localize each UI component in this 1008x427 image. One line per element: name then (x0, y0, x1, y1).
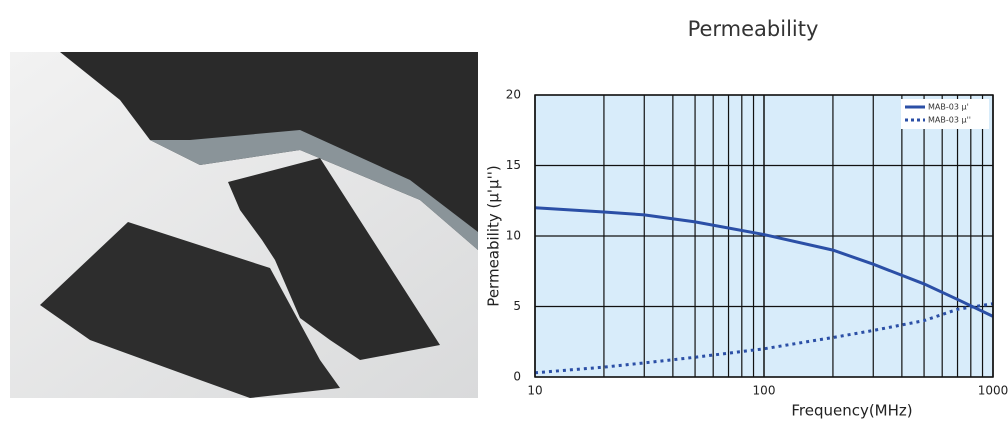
x-tick-label: 1000 (978, 384, 1008, 398)
legend-label: MAB-03 μ'' (928, 116, 971, 125)
y-tick-label: 20 (506, 88, 521, 102)
x-tick-label: 100 (753, 384, 776, 398)
x-tick-label: 10 (527, 384, 542, 398)
axes-frame (534, 94, 994, 378)
chart-title: Permeability (688, 17, 819, 41)
legend-label: MAB-03 μ' (928, 103, 969, 112)
product-photo (10, 52, 478, 398)
y-axis-label: Permeability (μ'μ'') (485, 165, 503, 306)
series-line (534, 206, 994, 318)
y-tick-label: 10 (506, 229, 521, 243)
plot: 0 5 10 15 20 10 100 1000 MAB-03 μ' MAB-03 μ'' (506, 88, 1008, 398)
x-axis-label: Frequency(MHz) (791, 402, 912, 420)
legend-box (901, 99, 989, 129)
y-tick-label: 15 (506, 158, 521, 172)
y-tick-label: 5 (513, 299, 521, 313)
y-tick-label: 0 (513, 370, 521, 384)
